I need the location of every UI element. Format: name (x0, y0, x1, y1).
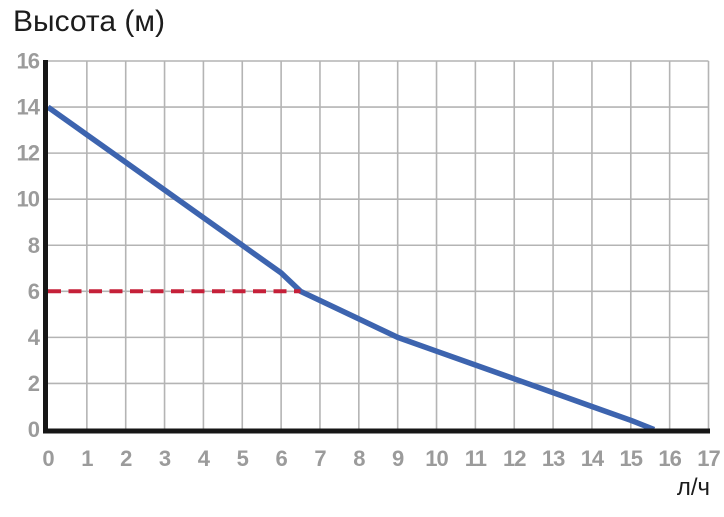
y-tick-label: 10 (17, 187, 40, 212)
x-tick-label: 6 (275, 446, 287, 471)
y-tick-label: 8 (28, 233, 40, 258)
y-tick-label: 12 (17, 141, 40, 166)
grid-lines (46, 60, 710, 431)
y-tick-label: 14 (17, 95, 41, 120)
y-tick-label: 0 (28, 417, 40, 442)
y-tick-label: 4 (28, 325, 41, 350)
x-tick-label: 9 (392, 446, 404, 471)
x-tick-label: 12 (503, 446, 526, 471)
x-tick-label: 17 (697, 446, 720, 471)
y-tick-label: 2 (28, 371, 40, 396)
x-tick-label: 10 (425, 446, 448, 471)
y-tick-labels: 0 2 4 6 8 10 12 14 16 (17, 49, 42, 443)
data-series (46, 104, 656, 433)
x-tick-label: 7 (314, 446, 326, 471)
x-tick-label: 3 (159, 446, 171, 471)
x-tick-label: 5 (237, 446, 249, 471)
x-tick-label: 14 (581, 446, 605, 471)
axes (43, 60, 710, 434)
x-tick-labels: 0 1 2 3 4 5 6 7 8 9 10 11 12 13 14 15 16 17 (42, 446, 721, 471)
x-tick-label: 1 (81, 446, 93, 471)
x-tick-label: 4 (198, 446, 211, 471)
x-tick-label: 13 (542, 446, 565, 471)
x-tick-label: 16 (658, 446, 681, 471)
pump-head-curve-line (46, 104, 656, 433)
x-tick-label: 0 (42, 446, 54, 471)
x-axis-unit-label: л/ч (676, 474, 710, 501)
y-tick-label: 16 (17, 49, 40, 74)
x-tick-label: 2 (120, 446, 132, 471)
chart-title: Высота (м) (13, 5, 165, 38)
y-tick-label: 6 (28, 279, 40, 304)
x-tick-label: 8 (353, 446, 365, 471)
x-tick-label: 15 (620, 446, 643, 471)
x-tick-label: 11 (465, 446, 487, 471)
